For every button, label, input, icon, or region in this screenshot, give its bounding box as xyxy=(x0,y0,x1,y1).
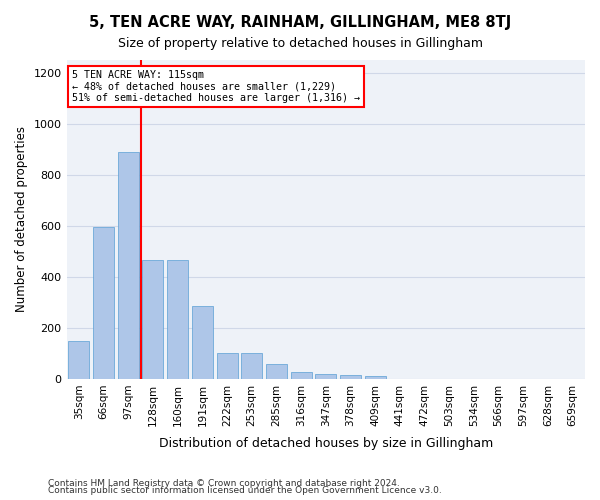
Bar xyxy=(192,306,213,379)
Bar xyxy=(167,260,188,379)
Bar xyxy=(93,227,114,379)
Bar xyxy=(241,354,262,379)
Text: Contains HM Land Registry data © Crown copyright and database right 2024.: Contains HM Land Registry data © Crown c… xyxy=(48,478,400,488)
Text: Size of property relative to detached houses in Gillingham: Size of property relative to detached ho… xyxy=(118,38,482,51)
Text: Contains public sector information licensed under the Open Government Licence v3: Contains public sector information licen… xyxy=(48,486,442,495)
Bar xyxy=(68,340,89,379)
Bar xyxy=(266,364,287,379)
X-axis label: Distribution of detached houses by size in Gillingham: Distribution of detached houses by size … xyxy=(158,437,493,450)
Bar xyxy=(118,152,139,379)
Bar xyxy=(340,375,361,379)
Bar xyxy=(315,374,336,379)
Y-axis label: Number of detached properties: Number of detached properties xyxy=(15,126,28,312)
Bar xyxy=(365,376,386,379)
Bar xyxy=(290,372,311,379)
Text: 5, TEN ACRE WAY, RAINHAM, GILLINGHAM, ME8 8TJ: 5, TEN ACRE WAY, RAINHAM, GILLINGHAM, ME… xyxy=(89,15,511,30)
Text: 5 TEN ACRE WAY: 115sqm
← 48% of detached houses are smaller (1,229)
51% of semi-: 5 TEN ACRE WAY: 115sqm ← 48% of detached… xyxy=(72,70,360,103)
Bar xyxy=(142,260,163,379)
Bar xyxy=(217,354,238,379)
